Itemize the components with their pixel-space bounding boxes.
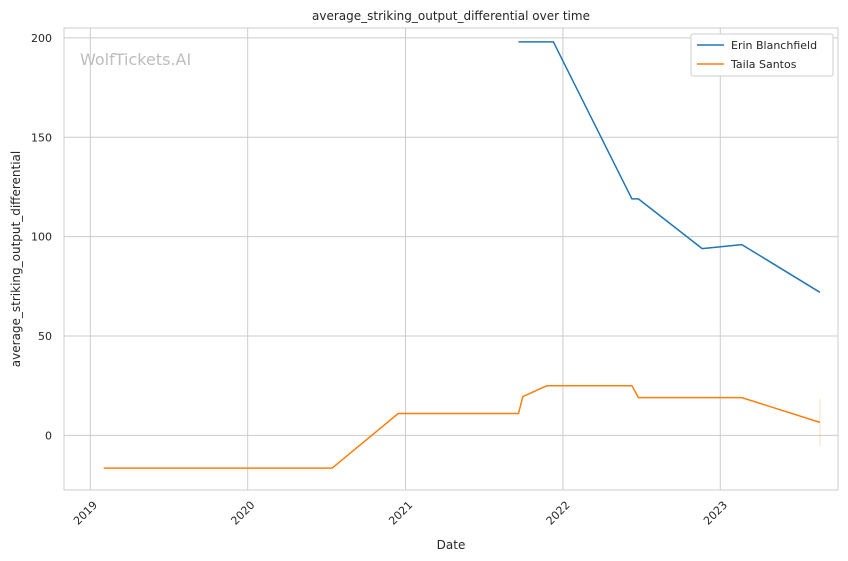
x-tick-label: 2023 — [701, 499, 730, 528]
legend-label-erin-blanchfield: Erin Blanchfield — [731, 39, 817, 52]
x-tick-label: 2020 — [228, 499, 257, 528]
y-axis-title: average_striking_output_differential — [9, 151, 23, 367]
x-axis-title: Date — [437, 538, 466, 552]
y-axis-ticks: 0 50 100 150 200 — [31, 32, 52, 442]
y-tick-label: 50 — [38, 330, 52, 343]
legend-box — [690, 33, 834, 77]
legend-label-taila-santos: Taila Santos — [730, 58, 797, 71]
series-line-taila-santos — [103, 384, 821, 469]
x-tick-label: 2022 — [544, 499, 573, 528]
y-tick-label: 100 — [31, 231, 52, 244]
chart-title: average_striking_output_differential ove… — [312, 9, 590, 23]
y-tick-label: 150 — [31, 131, 52, 144]
series-lines — [103, 41, 821, 469]
y-tick-label: 0 — [45, 429, 52, 442]
y-tick-label: 200 — [31, 32, 52, 45]
x-axis-ticks: 2019 2020 2021 2022 2023 — [71, 499, 730, 528]
watermark: WolfTickets.AI — [80, 50, 191, 69]
series-line-erin-blanchfield — [518, 41, 821, 293]
x-tick-label: 2021 — [386, 499, 415, 528]
legend: Erin Blanchfield Taila Santos — [690, 33, 834, 77]
x-tick-label: 2019 — [71, 499, 100, 528]
plot-area — [63, 27, 839, 491]
